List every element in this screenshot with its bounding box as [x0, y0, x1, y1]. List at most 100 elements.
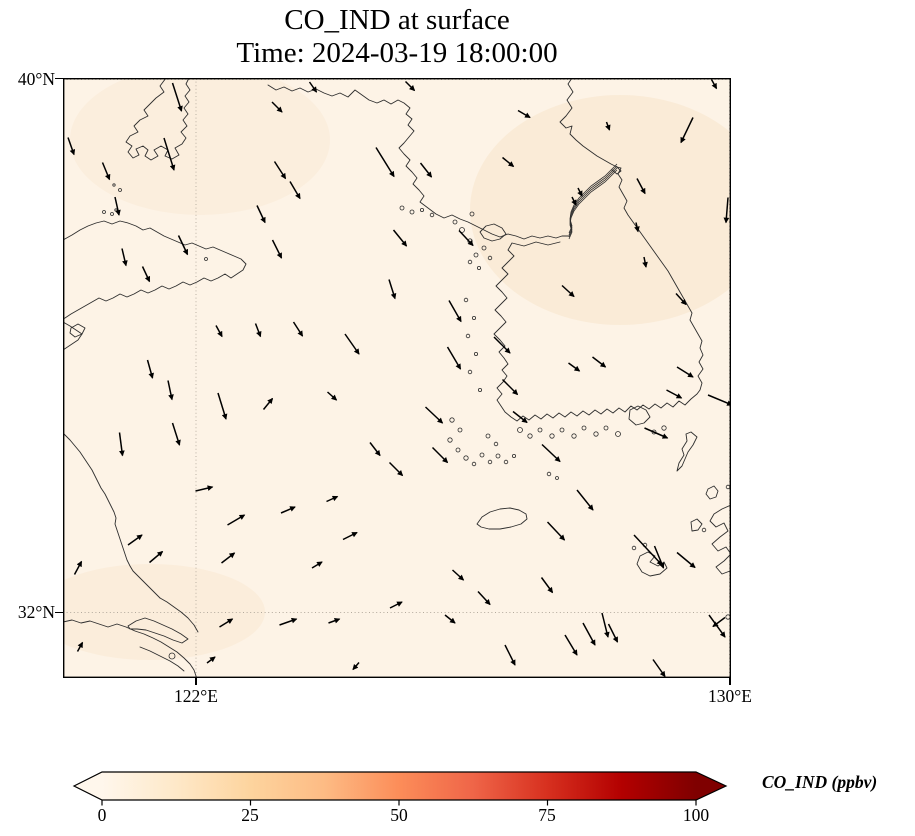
wind-arrow — [592, 356, 607, 368]
island — [112, 183, 116, 187]
wind-arrow — [271, 239, 283, 259]
island — [581, 425, 587, 431]
island — [559, 427, 565, 433]
colorbar-tick-label-75: 75 — [538, 805, 556, 825]
wind-arrow — [369, 442, 381, 457]
island — [118, 188, 122, 192]
coastline-yangtze-north — [159, 597, 199, 633]
wind-arrow — [327, 391, 338, 401]
wind-arrow — [502, 156, 515, 168]
wind-arrow — [541, 443, 561, 463]
island — [471, 315, 476, 320]
wind-arrow — [118, 432, 125, 457]
island — [555, 476, 559, 480]
wind-arrow — [653, 545, 665, 569]
wind-arrow — [712, 616, 726, 628]
wind-arrow — [644, 427, 669, 439]
colorbar-tick-label-100: 100 — [682, 805, 710, 825]
wind-arrow — [710, 79, 718, 90]
wind-arrow — [206, 656, 216, 664]
coastline-kyushu-edge — [709, 504, 732, 579]
island — [463, 297, 469, 303]
wind-arrow — [352, 662, 360, 671]
wind-arrow — [280, 506, 296, 514]
island — [517, 427, 523, 433]
island — [467, 369, 473, 375]
island — [102, 210, 106, 214]
colorbar-tick-label-25: 25 — [241, 805, 259, 825]
island — [493, 441, 499, 447]
island — [447, 437, 453, 443]
lon-tick-label-122e: 122°E — [174, 686, 218, 706]
wind-arrow — [344, 333, 360, 355]
coastline-tsushima — [676, 431, 698, 472]
axis-tick-32n — [55, 612, 63, 614]
island — [631, 545, 637, 551]
island — [419, 207, 424, 212]
wind-arrow — [444, 614, 456, 624]
wind-arrow — [308, 81, 318, 93]
wind-arrow — [67, 137, 76, 156]
wind-arrow — [431, 446, 449, 464]
coastline-jiangsu-lower — [63, 433, 161, 599]
coastline-chongming — [127, 617, 189, 644]
wind-arrow — [163, 137, 176, 171]
coastline-nk-west-coast — [267, 84, 570, 240]
wind-arrow — [546, 521, 566, 541]
axis-tick-122e — [195, 678, 197, 685]
wind-arrow — [215, 325, 223, 338]
island — [485, 433, 491, 439]
colorbar-extend-min — [74, 772, 102, 800]
wind-arrow — [254, 323, 262, 338]
island — [452, 219, 458, 225]
coastline-geoje — [628, 405, 651, 426]
wind-arrow — [424, 406, 444, 424]
wind-vectors — [67, 79, 736, 678]
wind-arrow — [217, 392, 228, 420]
island — [459, 227, 465, 233]
lat-tick-label-32n: 32°N — [17, 602, 55, 622]
island — [571, 433, 577, 439]
colorbar-gradient — [102, 772, 696, 800]
map-plot — [35, 65, 770, 682]
island — [110, 212, 114, 216]
wind-arrow — [292, 321, 304, 337]
colorbar-tick-label-0: 0 — [97, 805, 107, 825]
wind-arrow — [342, 531, 358, 541]
wind-arrow — [328, 617, 341, 624]
wind-arrow — [601, 612, 610, 638]
wind-arrow — [451, 569, 465, 581]
island — [615, 431, 621, 437]
wind-arrow — [219, 618, 234, 628]
island — [469, 211, 475, 217]
coastline-yangtze-south — [62, 619, 198, 682]
wind-arrow — [326, 495, 339, 503]
coastline-jiangsu-upper — [62, 321, 83, 351]
island — [476, 265, 481, 270]
wind-arrow — [493, 336, 511, 354]
wind-arrow — [114, 196, 121, 216]
coastline-jeju — [476, 507, 528, 530]
island — [537, 427, 543, 433]
wind-arrow — [256, 205, 266, 224]
island — [465, 333, 471, 339]
wind-arrow — [666, 389, 683, 399]
island — [495, 453, 501, 459]
wind-arrow — [73, 560, 83, 575]
wind-arrow — [392, 229, 408, 247]
wind-arrow — [652, 659, 666, 678]
lat-tick-label-40n: 40°N — [17, 69, 55, 89]
wind-arrow — [289, 181, 301, 200]
island — [473, 351, 478, 356]
wind-arrow — [676, 366, 694, 378]
wind-arrow — [642, 256, 648, 268]
wind-arrow — [404, 80, 416, 92]
wind-arrow — [127, 534, 143, 546]
coastline-iki — [705, 485, 719, 500]
colorbar-svg — [72, 771, 728, 806]
wind-arrow — [680, 117, 694, 144]
map-svg — [35, 65, 770, 682]
wind-arrow — [146, 359, 154, 379]
map-border — [63, 77, 731, 678]
